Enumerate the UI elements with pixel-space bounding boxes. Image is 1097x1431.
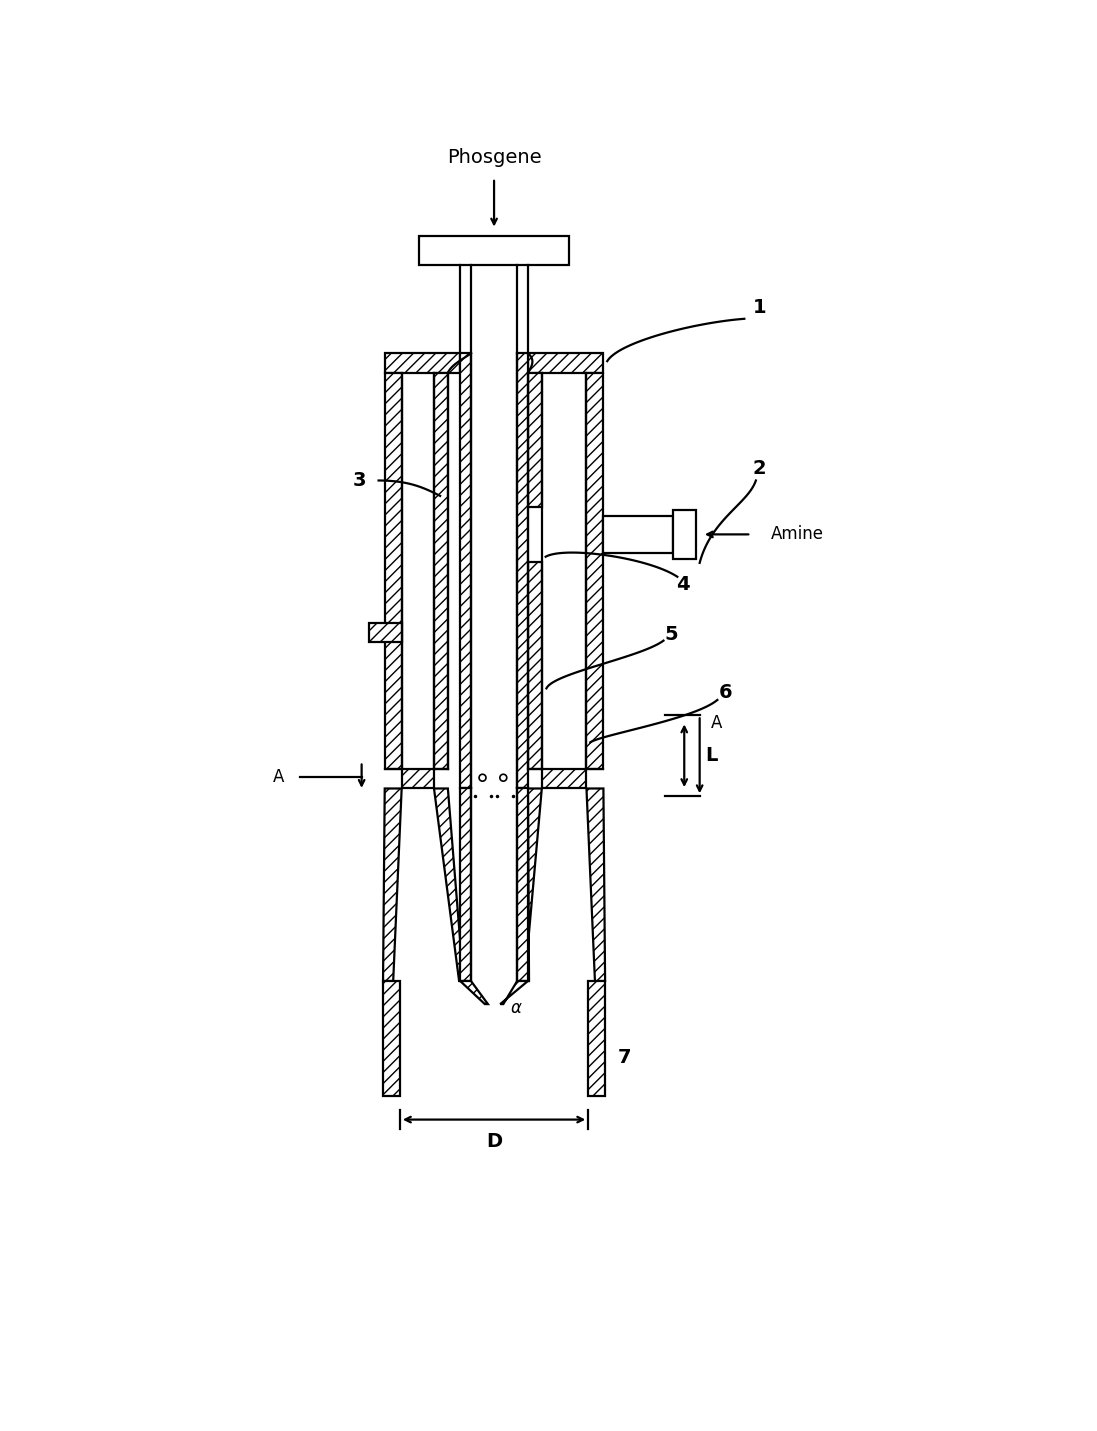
Bar: [672, 509, 695, 560]
Bar: [542, 372, 587, 770]
Bar: [370, 622, 402, 643]
Bar: [460, 353, 471, 788]
Bar: [587, 372, 603, 770]
Text: 5: 5: [665, 625, 678, 644]
Bar: [434, 372, 448, 770]
Bar: [385, 353, 460, 372]
Text: 1: 1: [753, 298, 767, 316]
Bar: [460, 788, 471, 982]
Bar: [588, 982, 606, 1096]
Text: Amine: Amine: [771, 525, 824, 544]
Text: 3: 3: [352, 471, 366, 489]
Bar: [603, 517, 672, 552]
Text: 2: 2: [753, 459, 767, 478]
Bar: [448, 372, 528, 770]
Bar: [517, 353, 528, 788]
Polygon shape: [383, 788, 402, 982]
Polygon shape: [434, 788, 463, 982]
Text: A: A: [273, 768, 284, 786]
Bar: [419, 236, 569, 265]
Text: α: α: [510, 999, 521, 1017]
Bar: [528, 562, 542, 770]
Text: L: L: [705, 746, 717, 766]
Text: 7: 7: [619, 1049, 632, 1068]
Bar: [385, 372, 402, 770]
Bar: [471, 353, 517, 788]
Bar: [542, 770, 587, 788]
Polygon shape: [587, 788, 606, 982]
Bar: [528, 353, 603, 372]
Polygon shape: [524, 788, 542, 982]
Polygon shape: [500, 982, 528, 1005]
Text: 6: 6: [719, 683, 732, 701]
Bar: [528, 372, 542, 507]
Bar: [402, 770, 434, 788]
Bar: [383, 982, 400, 1096]
Text: A: A: [711, 714, 722, 733]
Polygon shape: [460, 982, 488, 1005]
Text: D: D: [486, 1132, 502, 1151]
Bar: [517, 788, 528, 982]
Bar: [471, 788, 517, 982]
Text: Phosgene: Phosgene: [446, 147, 542, 166]
Bar: [402, 372, 434, 770]
Text: 4: 4: [676, 575, 690, 594]
